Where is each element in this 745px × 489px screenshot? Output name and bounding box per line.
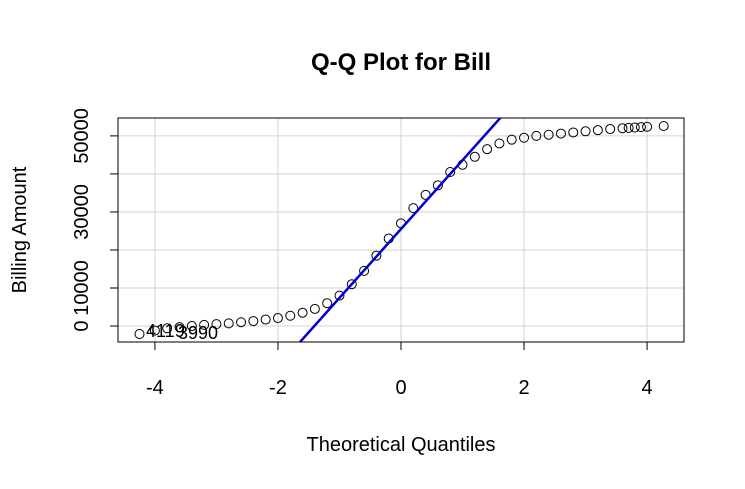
point [359,265,370,276]
point [272,313,283,324]
point [623,122,634,133]
outlier-label: 4119 [146,321,185,341]
point [592,125,603,136]
outlier-label: 3990 [178,323,218,343]
point [555,128,566,139]
y-tick-label: 30000 [71,184,93,240]
point [211,319,222,330]
point [297,307,308,318]
x-tick-label: -2 [269,377,287,399]
point [162,323,173,334]
point [223,318,234,329]
point [260,314,271,325]
y-tick-label: 0 [71,320,93,331]
point [408,203,419,214]
point [199,319,210,330]
point [469,151,480,162]
x-tick-label: 4 [642,377,653,399]
point [506,134,517,145]
point [309,303,320,314]
point [568,127,579,138]
y-tick-label: 10000 [71,260,93,316]
point [629,122,640,133]
point [519,132,530,143]
point [531,130,542,141]
qq-line [298,118,502,342]
y-axis-label: Billing Amount [9,166,31,293]
point [174,322,185,333]
plot-frame [117,117,685,343]
point [186,321,197,332]
point [134,329,145,340]
point [432,180,443,191]
point [482,144,493,155]
point [617,123,628,134]
point [346,279,357,290]
point [543,129,554,140]
x-axis-label: Theoretical Quantiles [307,434,496,456]
x-tick-label: -4 [146,377,164,399]
point [494,138,505,149]
point [236,317,247,328]
chart-title: Q-Q Plot for Bill [311,49,491,76]
point [248,316,259,327]
point [605,124,616,135]
point [635,122,646,133]
x-tick-label: 2 [518,377,529,399]
point [371,250,382,261]
y-tick-label: 50000 [71,108,93,164]
point [334,290,345,301]
x-tick-label: 0 [395,377,406,399]
point [658,120,669,131]
point [322,298,333,309]
point [642,121,653,132]
point [580,126,591,137]
point [149,325,160,336]
point [445,167,456,178]
point [285,310,296,321]
